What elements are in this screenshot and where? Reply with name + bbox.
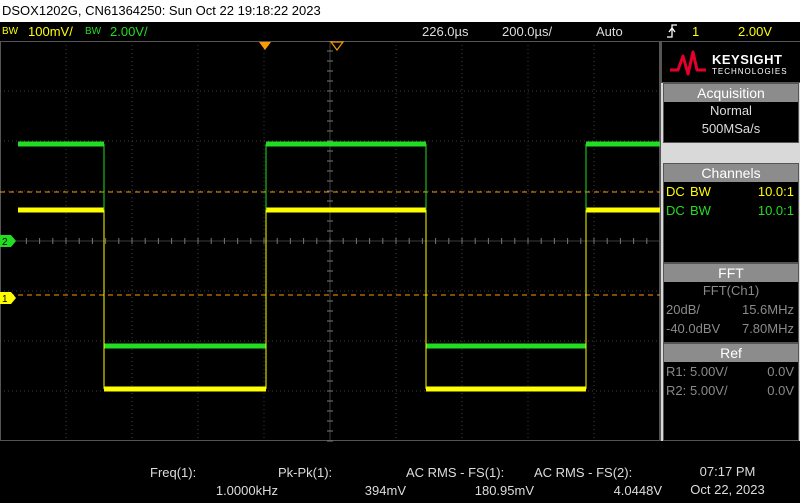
title-text: DSOX1202G, CN61364250: Sun Oct 22 19:18:…	[2, 3, 321, 18]
channel-row-1[interactable]: DC BW 10.0:1	[664, 182, 798, 201]
clock-date: Oct 22, 2023	[690, 482, 765, 497]
fft-panel[interactable]: FFT FFT(Ch1) 20dB/ 15.6MHz -40.0dBV 7.80…	[663, 263, 799, 343]
brand-name: KEYSIGHT	[712, 52, 783, 67]
trigger-mode[interactable]: Auto	[596, 24, 623, 39]
ref2-name: R2:	[666, 383, 687, 398]
ch2-coupling: DC	[666, 203, 685, 218]
side-panel: KEYSIGHT TECHNOLOGIES Acquisition Normal…	[660, 41, 800, 441]
time-scale[interactable]: 200.0µs/	[502, 24, 553, 39]
sample-rate: 500MSa/s	[701, 121, 761, 136]
measurement-value: 1.0000kHz	[215, 483, 278, 498]
acquisition-mode: Normal	[710, 103, 752, 118]
ch1-ground-marker[interactable]: 1	[0, 292, 16, 305]
fft-span: 15.6MHz	[741, 302, 794, 317]
channels-header: Channels	[664, 164, 798, 182]
trigger-position-marker[interactable]	[259, 42, 271, 50]
ref-panel[interactable]: Ref R1: 5.00V/ 0.0V R2: 5.00V/ 0.0V	[663, 343, 799, 441]
rising-edge-trigger-icon	[666, 22, 678, 43]
fft-row-1: 20dB/ 15.6MHz	[664, 300, 798, 319]
fft-header: FFT	[664, 264, 798, 282]
acquisition-header: Acquisition	[664, 84, 798, 102]
ch1-bw-limit: BW	[690, 184, 711, 199]
trigger-level[interactable]: 2.00V	[738, 24, 772, 39]
time-offset[interactable]: 226.0µs	[422, 24, 469, 39]
measurement-rms-1[interactable]: AC RMS - FS(1): 180.95mV	[406, 465, 534, 501]
svg-text:2: 2	[2, 237, 8, 248]
ch1-probe: 10.0:1	[757, 184, 794, 199]
measurement-value: 4.0448V	[613, 483, 662, 498]
measurement-rms-2[interactable]: AC RMS - FS(2): 4.0448V	[534, 465, 662, 501]
ch1-edge-lines	[103, 210, 587, 389]
fft-offset: -40.0dBV	[666, 321, 721, 336]
ch2-ground-marker[interactable]: 2	[0, 235, 16, 248]
ref-header: Ref	[664, 344, 798, 362]
ref2-offset: 0.0V	[767, 383, 794, 398]
ch2-bw-indicator: BW	[85, 26, 102, 37]
measurement-label: Pk-Pk(1):	[278, 465, 333, 480]
measurement-label: Freq(1):	[150, 465, 197, 480]
measurement-value: 394mV	[364, 483, 406, 498]
measurement-pkpk[interactable]: Pk-Pk(1): 394mV	[278, 465, 406, 501]
ch2-bw-limit: BW	[690, 203, 711, 218]
clock: 07:17 PM Oct 22, 2023	[665, 463, 790, 499]
acquisition-panel[interactable]: Acquisition Normal 500MSa/s	[663, 83, 799, 143]
title-bar: DSOX1202G, CN61364250: Sun Oct 22 19:18:…	[0, 0, 800, 22]
fft-source: FFT(Ch1)	[702, 283, 760, 298]
fft-scale: 20dB/	[666, 302, 700, 317]
status-bar: BW 100mV/ BW 2.00V/ 226.0µs 200.0µs/ Aut…	[0, 22, 800, 41]
channel-row-2[interactable]: DC BW 10.0:1	[664, 201, 798, 220]
measurement-bar: Freq(1): 1.0000kHz Pk-Pk(1): 394mV AC RM…	[0, 463, 800, 503]
measurement-freq[interactable]: Freq(1): 1.0000kHz	[150, 465, 278, 501]
channels-panel[interactable]: Channels DC BW 10.0:1 DC BW 10.0:1	[663, 163, 799, 263]
waveform-display[interactable]: 2 1	[0, 41, 660, 463]
fft-center: 7.80MHz	[741, 321, 794, 336]
ref1-scale: 5.00V/	[690, 364, 728, 379]
keysight-wave-icon	[670, 50, 706, 76]
ch1-waveform	[18, 207, 660, 392]
keysight-logo: KEYSIGHT TECHNOLOGIES	[661, 41, 800, 83]
measurement-label: AC RMS - FS(1):	[406, 465, 505, 480]
ref2-scale: 5.00V/	[690, 383, 728, 398]
ch2-probe: 10.0:1	[757, 203, 794, 218]
time-reference-marker	[329, 41, 345, 51]
measurement-value: 180.95mV	[474, 483, 534, 498]
ch2-waveform	[18, 141, 660, 349]
ch1-coupling: DC	[666, 184, 685, 199]
ref-row-1: R1: 5.00V/ 0.0V	[664, 362, 798, 381]
ref-row-2: R2: 5.00V/ 0.0V	[664, 381, 798, 400]
svg-text:1: 1	[2, 294, 8, 305]
fft-row-2: -40.0dBV 7.80MHz	[664, 319, 798, 338]
clock-time: 07:17 PM	[699, 464, 756, 479]
measurement-label: AC RMS - FS(2):	[534, 465, 633, 480]
ch2-scale[interactable]: 2.00V/	[110, 24, 148, 39]
ref1-name: R1:	[666, 364, 687, 379]
ch1-scale[interactable]: 100mV/	[28, 24, 73, 39]
ref1-offset: 0.0V	[767, 364, 794, 379]
brand-sub: TECHNOLOGIES	[712, 67, 788, 76]
ch1-bw-indicator: BW	[2, 26, 19, 37]
trigger-source[interactable]: 1	[692, 24, 700, 39]
